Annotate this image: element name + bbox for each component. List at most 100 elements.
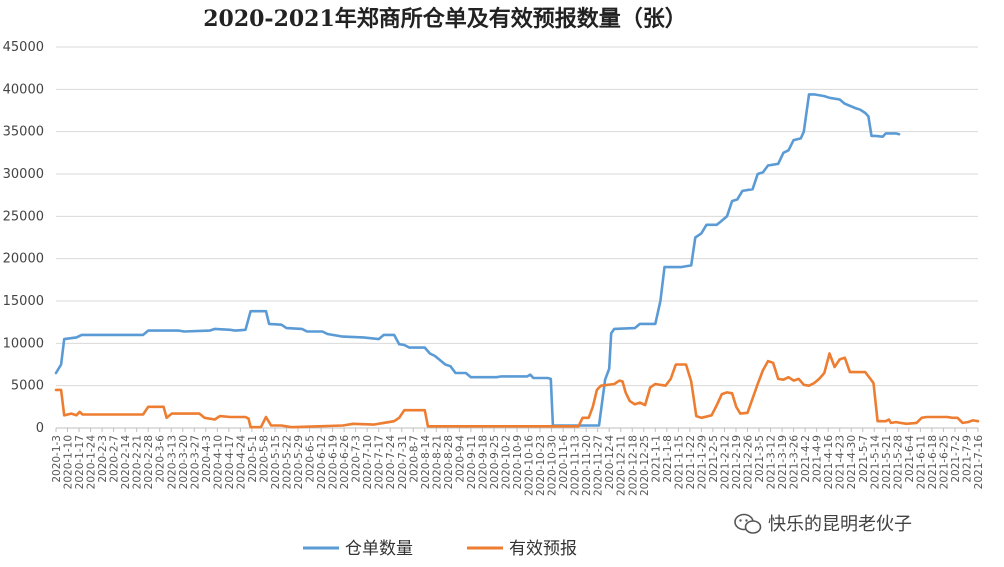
x-tick-label: 2021-4-2 <box>800 435 812 483</box>
x-tick-label: 2021-2-5 <box>708 435 720 483</box>
series-lines <box>54 93 980 429</box>
x-tick-label: 2021-3-19 <box>777 435 789 489</box>
gridlines <box>56 46 978 429</box>
series-line-valid-forecast <box>54 352 980 429</box>
x-tick-label: 2020-2-14 <box>120 435 132 490</box>
x-tick-label: 2021-7-2 <box>950 435 962 483</box>
x-tick-label: 2020-12-11 <box>616 435 628 496</box>
x-tick-label: 2020-1-10 <box>63 435 75 489</box>
x-tick-label: 2021-5-7 <box>858 435 870 483</box>
x-tick-label: 2021-4-16 <box>823 435 835 490</box>
y-tick-label: 25000 <box>3 209 44 224</box>
x-tick-label: 2020-2-3 <box>97 435 109 483</box>
x-tick-label: 2020-8-21 <box>431 435 443 489</box>
x-tick-label: 2021-4-23 <box>835 435 847 489</box>
y-tick-label: 5000 <box>11 379 44 394</box>
x-tick-label: 2020-2-21 <box>132 435 144 489</box>
x-tick-label: 2021-6-18 <box>927 435 939 489</box>
x-tick-label: 2020-10-9 <box>512 435 524 489</box>
x-tick-label: 2021-2-12 <box>719 435 731 489</box>
x-tick-label: 2021-5-14 <box>869 435 881 490</box>
x-tick-label: 2021-3-12 <box>766 435 778 489</box>
x-tick-label: 2020-6-19 <box>328 435 340 489</box>
x-tick-label: 2020-5-29 <box>293 435 305 489</box>
y-tick-label: 30000 <box>3 167 44 182</box>
x-tick-label: 2020-7-31 <box>397 435 409 489</box>
x-tick-label: 2020-2-28 <box>143 435 155 489</box>
x-tick-label: 2021-1-15 <box>673 435 685 489</box>
x-tick-label: 2020-5-8 <box>258 435 270 483</box>
x-tick-label: 2020-12-18 <box>627 435 639 496</box>
legend-label: 有效预报 <box>509 539 577 559</box>
x-tick-label: 2020-3-6 <box>155 435 167 483</box>
x-tick-label: 2020-11-27 <box>593 435 605 496</box>
x-tick-label: 2020-1-17 <box>74 435 86 489</box>
x-tick-label: 2020-7-3 <box>351 435 363 483</box>
x-tick-label: 2020-11-6 <box>558 435 570 490</box>
x-tick-label: 2020-7-24 <box>385 435 397 490</box>
x-tick-label: 2021-1-29 <box>696 435 708 489</box>
chart-title: 2020-2021年郑商所仓单及有效预报数量（张） <box>203 6 687 32</box>
x-axis-tick-labels: 2020-1-3 2020-1-10 2020-1-17 2020-1-24 2020-… <box>51 428 985 496</box>
x-tick-label: 2020-11-20 <box>581 435 593 496</box>
x-tick-label: 2021-4-9 <box>812 435 824 483</box>
x-tick-label: 2020-10-23 <box>535 435 547 496</box>
x-tick-label: 2021-6-25 <box>938 435 950 489</box>
y-tick-label: 45000 <box>3 40 44 55</box>
x-tick-label: 2021-7-16 <box>973 435 985 490</box>
x-tick-label: 2020-5-1 <box>247 435 259 483</box>
x-tick-label: 2020-3-20 <box>178 435 190 489</box>
legend-label: 仓单数量 <box>345 539 413 559</box>
x-tick-label: 2020-1-24 <box>86 435 98 490</box>
x-tick-label: 2020-9-4 <box>454 435 466 483</box>
x-tick-label: 2020-8-7 <box>408 435 420 483</box>
x-tick-label: 2020-10-2 <box>500 435 512 489</box>
x-tick-label: 2020-3-27 <box>189 435 201 489</box>
x-tick-label: 2020-12-4 <box>604 435 616 490</box>
x-tick-label: 2020-5-15 <box>270 435 282 489</box>
x-tick-label: 2020-4-10 <box>212 435 224 489</box>
x-tick-label: 2021-5-21 <box>881 435 893 489</box>
x-tick-label: 2021-3-5 <box>754 435 766 483</box>
x-tick-label: 2020-9-18 <box>477 435 489 489</box>
x-tick-label: 2020-12-25 <box>639 435 651 496</box>
x-tick-label: 2021-4-30 <box>846 435 858 489</box>
x-tick-label: 2020-2-7 <box>109 435 121 483</box>
x-tick-label: 2020-8-14 <box>420 435 432 490</box>
x-tick-label: 2021-5-28 <box>892 435 904 489</box>
watermark: 快乐的昆明老伙子 <box>734 513 912 535</box>
y-tick-label: 20000 <box>3 252 44 267</box>
x-tick-label: 2020-9-25 <box>489 435 501 489</box>
x-tick-label: 2020-6-5 <box>305 435 317 483</box>
x-tick-label: 2021-1-1 <box>650 435 662 483</box>
x-tick-label: 2021-6-4 <box>904 435 916 483</box>
x-tick-label: 2020-4-24 <box>235 435 247 490</box>
x-tick-label: 2021-7-9 <box>961 435 973 483</box>
x-tick-label: 2020-7-10 <box>362 435 374 489</box>
x-tick-label: 2020-7-17 <box>374 435 386 489</box>
x-tick-label: 2020-5-22 <box>282 435 294 489</box>
x-tick-label: 2020-4-3 <box>201 435 213 483</box>
x-tick-label: 2020-3-13 <box>166 435 178 489</box>
legend: 仓单数量 有效预报 <box>303 539 577 559</box>
x-tick-label: 2021-2-26 <box>743 435 755 490</box>
x-tick-label: 2021-1-22 <box>685 435 697 489</box>
series-line-warehouse-receipts <box>54 93 901 427</box>
y-tick-label: 35000 <box>3 125 44 140</box>
wechat-icon <box>734 513 762 534</box>
x-tick-label: 2020-10-16 <box>524 435 536 496</box>
x-tick-label: 2020-4-17 <box>224 435 236 489</box>
y-tick-label: 15000 <box>3 294 44 309</box>
x-tick-label: 2020-1-3 <box>51 435 63 483</box>
x-tick-label: 2020-10-30 <box>547 435 559 496</box>
x-tick-label: 2020-9-11 <box>466 435 478 489</box>
x-tick-label: 2020-11-13 <box>570 435 582 496</box>
x-tick-label: 2021-6-11 <box>915 435 927 489</box>
x-tick-label: 2021-2-19 <box>731 435 743 489</box>
x-tick-label: 2020-6-26 <box>339 435 351 490</box>
x-tick-label: 2020-6-12 <box>316 435 328 489</box>
y-tick-label: 10000 <box>3 336 44 351</box>
y-tick-label: 40000 <box>3 82 44 97</box>
watermark-text: 快乐的昆明老伙子 <box>768 514 912 535</box>
